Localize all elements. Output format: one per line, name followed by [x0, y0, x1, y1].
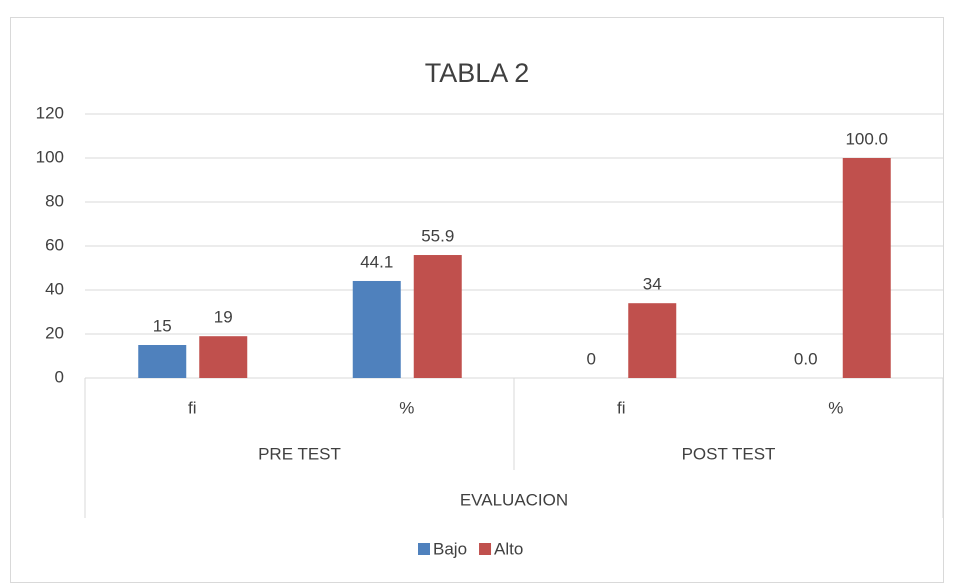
y-tick-label: 40 [45, 279, 64, 298]
y-tick-label: 80 [45, 191, 64, 210]
bar [138, 345, 187, 378]
value-label: 19 [214, 308, 233, 327]
value-label: 44.1 [360, 252, 393, 271]
bar [413, 255, 462, 378]
value-label: 34 [643, 275, 662, 294]
y-tick-label: 20 [45, 323, 64, 342]
legend-swatch [418, 543, 430, 555]
value-label: 0.0 [794, 349, 818, 368]
y-tick-label: 120 [36, 103, 64, 122]
y-tick-label: 0 [55, 367, 64, 386]
value-label: 0 [587, 349, 596, 368]
bar [628, 303, 677, 378]
legend-label: Bajo [433, 539, 467, 558]
legend-swatch [479, 543, 492, 555]
bar [352, 280, 401, 378]
bar [199, 336, 248, 378]
x-tick-label: fi [188, 398, 197, 417]
axis-title: EVALUACION [460, 490, 568, 509]
x-tick-label: % [399, 398, 414, 417]
x-tick-label: % [828, 398, 843, 417]
chart-border [10, 17, 944, 583]
bar [842, 158, 891, 378]
value-label: 15 [153, 316, 172, 335]
chart-title: TABLA 2 [425, 58, 530, 88]
value-label: 100.0 [845, 129, 888, 148]
group-label: POST TEST [682, 444, 776, 463]
group-label: PRE TEST [258, 444, 341, 463]
value-label: 55.9 [421, 227, 454, 246]
y-tick-label: 60 [45, 235, 64, 254]
x-tick-label: fi [617, 398, 626, 417]
y-tick-label: 100 [36, 147, 64, 166]
legend-label: Alto [494, 539, 523, 558]
